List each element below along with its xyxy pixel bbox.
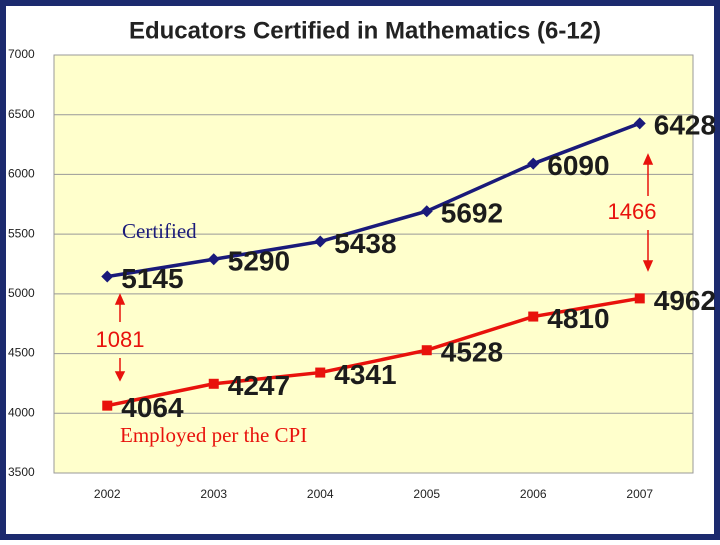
series-line xyxy=(106,296,641,408)
marker xyxy=(528,311,539,322)
marker xyxy=(315,367,326,378)
data-label: 6428 xyxy=(654,110,716,141)
data-label: 4341 xyxy=(334,359,396,390)
y-tick-label: 4500 xyxy=(8,346,35,360)
data-label: 5145 xyxy=(121,263,183,294)
series-label: Employed per the CPI xyxy=(120,423,307,447)
x-tick-label: 2004 xyxy=(307,487,334,501)
chart-title: Educators Certified in Mathematics (6-12… xyxy=(129,17,601,44)
marker xyxy=(634,293,645,304)
data-label: 6090 xyxy=(547,150,609,181)
marker xyxy=(420,205,433,218)
y-tick-label: 5000 xyxy=(8,286,35,300)
x-tick-label: 2003 xyxy=(200,487,227,501)
x-tick-label: 2002 xyxy=(94,487,121,501)
y-tick-label: 6000 xyxy=(8,167,35,181)
series-label: Certified xyxy=(122,219,197,243)
data-label: 5438 xyxy=(334,228,396,259)
data-label: 4962 xyxy=(654,285,716,316)
y-tick-label: 4000 xyxy=(8,405,35,419)
y-tick-label: 5500 xyxy=(8,226,35,240)
x-tick-label: 2007 xyxy=(626,487,653,501)
marker xyxy=(207,253,220,266)
data-label: 5692 xyxy=(441,198,503,229)
data-label: 4528 xyxy=(441,337,503,368)
data-label: 4810 xyxy=(547,303,609,334)
annotation: 1081 xyxy=(96,327,145,352)
data-label: 4247 xyxy=(228,370,290,401)
marker xyxy=(208,378,219,389)
plot-area xyxy=(53,54,694,474)
marker xyxy=(421,345,432,356)
y-tick-label: 7000 xyxy=(8,47,35,61)
arrows xyxy=(114,153,654,382)
marker xyxy=(102,400,113,411)
marker xyxy=(527,157,540,170)
marker xyxy=(101,270,114,283)
marker xyxy=(314,235,327,248)
annotation: 1466 xyxy=(608,199,657,224)
data-label: 4064 xyxy=(121,392,184,423)
series-line xyxy=(106,121,641,279)
x-tick-label: 2006 xyxy=(520,487,547,501)
x-tick-label: 2005 xyxy=(413,487,440,501)
y-tick-label: 3500 xyxy=(8,465,35,479)
y-tick-label: 6500 xyxy=(8,107,35,121)
marker xyxy=(633,117,646,130)
data-label: 5290 xyxy=(228,246,290,277)
